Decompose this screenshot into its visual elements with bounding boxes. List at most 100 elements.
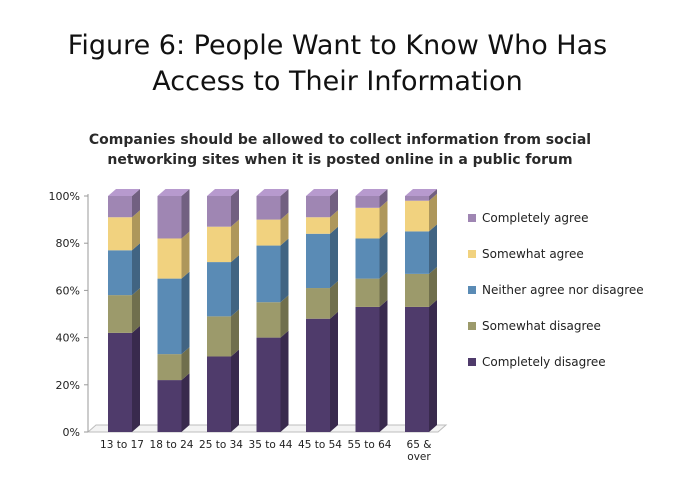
- bar-segment-side: [132, 243, 140, 296]
- bar-segment-side: [231, 309, 239, 357]
- bar-segment: [256, 219, 281, 246]
- bar-segment: [108, 250, 132, 296]
- bar-segment: [256, 302, 281, 338]
- bar-segment-side: [280, 189, 289, 220]
- bar-segment: [108, 217, 132, 251]
- chart-title: Companies should be allowed to collect i…: [60, 130, 620, 170]
- bar-segment-side: [429, 189, 437, 201]
- chart-title-line-1: Companies should be allowed to collect i…: [88, 132, 592, 148]
- bar-segment-side: [231, 219, 239, 263]
- bar-segment: [405, 231, 429, 274]
- bar-segment: [157, 238, 182, 279]
- legend-swatch: [468, 250, 476, 258]
- bar-segment-side: [379, 271, 388, 307]
- legend-swatch: [468, 286, 476, 294]
- bar-segment: [355, 207, 380, 239]
- bar-segment-side: [330, 281, 338, 319]
- bar-segment: [108, 196, 132, 218]
- y-tick-label: 60%: [56, 284, 80, 297]
- bar-segment: [157, 380, 182, 432]
- bar-segment-side: [429, 299, 437, 432]
- bar-segment-side: [280, 295, 289, 338]
- bar-segment: [355, 306, 380, 432]
- bar-segment: [355, 238, 380, 279]
- y-tick-label: 100%: [49, 190, 80, 203]
- bar-top-face: [405, 189, 437, 196]
- legend-swatch: [468, 358, 476, 366]
- bar-segment-side: [181, 231, 190, 279]
- bar-segment-side: [132, 288, 140, 333]
- bar-top-face: [306, 189, 338, 196]
- bar-segment: [207, 262, 231, 317]
- bar-segment-side: [429, 266, 437, 307]
- bar-top-face: [355, 189, 388, 196]
- bar-segment: [256, 196, 281, 220]
- bar-segment-side: [132, 210, 140, 251]
- figure-title-line-2: Access to Their Information: [152, 66, 523, 97]
- bar-segment: [207, 356, 231, 432]
- x-tick-label: 25 to 34: [199, 439, 243, 451]
- y-tick-label: 20%: [56, 379, 80, 392]
- bar-top-face: [108, 189, 140, 196]
- bar-segment: [207, 316, 231, 357]
- bar-segment: [405, 196, 429, 201]
- bar-segment: [306, 288, 330, 319]
- figure-title-line-1: Figure 6: People Want to Know Who Has: [67, 30, 608, 61]
- bar-segment: [157, 278, 182, 355]
- x-tick-label: 55 to 64: [348, 439, 392, 451]
- x-tick-label: 13 to 17: [100, 439, 144, 451]
- bar-segment-side: [280, 238, 289, 303]
- bar-segment: [405, 273, 429, 307]
- bar-segment-side: [181, 189, 190, 239]
- bar-top-face: [256, 189, 289, 196]
- bar-segment: [108, 332, 132, 432]
- bar-top-face: [157, 189, 190, 196]
- figure-title: Figure 6: People Want to Know Who Has Ac…: [0, 28, 675, 100]
- x-tick-label: 45 to 54: [298, 439, 342, 451]
- bar-segment-side: [379, 189, 388, 208]
- bar-segment-side: [379, 231, 388, 279]
- legend-swatch: [468, 322, 476, 330]
- y-tick-label: 0%: [63, 426, 80, 439]
- x-tick-label: over: [407, 451, 431, 463]
- bar-segment: [355, 278, 380, 307]
- bar-segment: [157, 196, 182, 239]
- bar-segment-side: [280, 212, 289, 246]
- legend-label: Completely agree: [482, 211, 589, 225]
- bar-segment: [207, 226, 231, 263]
- bar-segment: [355, 196, 380, 208]
- bar-segment: [306, 217, 330, 234]
- bar-segment-side: [330, 226, 338, 289]
- bar-segment-side: [181, 347, 190, 381]
- bar-segment-side: [181, 271, 190, 355]
- bar-segment: [207, 196, 231, 227]
- bar-segment-side: [330, 189, 338, 218]
- bar-segment-side: [280, 330, 289, 432]
- bar-top-face: [207, 189, 239, 196]
- legend-label: Neither agree nor disagree: [482, 283, 644, 297]
- x-tick-label: 18 to 24: [150, 439, 194, 451]
- bar-segment: [306, 196, 330, 218]
- bar-segment: [306, 233, 330, 289]
- bar-segment-side: [379, 299, 388, 432]
- y-tick-label: 40%: [56, 332, 80, 345]
- bar-segment: [108, 295, 132, 333]
- legend-swatch: [468, 214, 476, 222]
- legend-label: Somewhat disagree: [482, 319, 601, 333]
- bar-segment: [157, 354, 182, 381]
- bar-segment-side: [231, 189, 239, 227]
- bar-segment: [306, 318, 330, 432]
- bar-segment-side: [429, 193, 437, 232]
- y-tick-label: 80%: [56, 237, 80, 250]
- bar-segment-side: [181, 373, 190, 432]
- bar-segment: [405, 306, 429, 432]
- bar-segment-side: [330, 210, 338, 234]
- bar-segment: [405, 200, 429, 232]
- bar-segment-side: [132, 325, 140, 432]
- legend-label: Completely disagree: [482, 355, 606, 369]
- bar-segment: [256, 245, 281, 303]
- x-tick-label: 35 to 44: [249, 439, 293, 451]
- bar-segment-side: [429, 224, 437, 274]
- bar-segment-side: [231, 255, 239, 317]
